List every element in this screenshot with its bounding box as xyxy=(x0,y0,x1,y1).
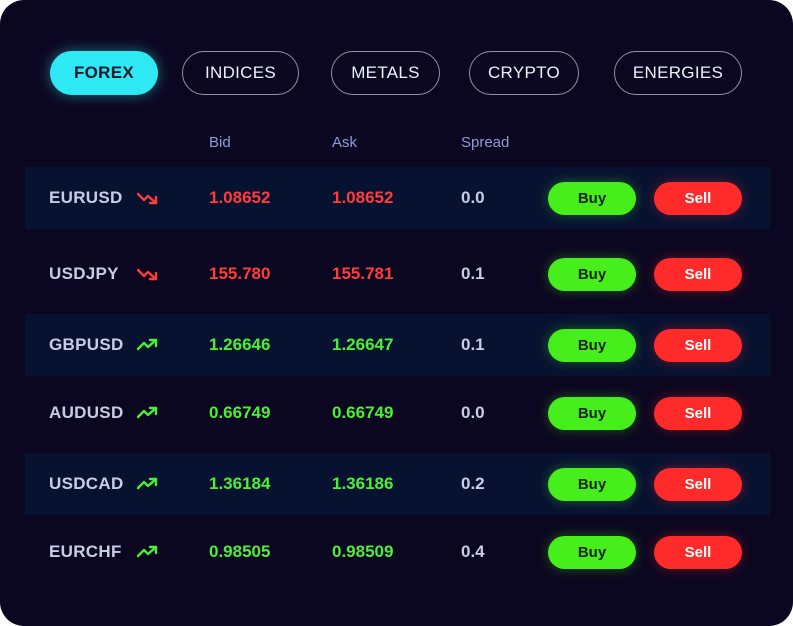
instrument-symbol: EURUSD xyxy=(49,188,123,207)
bid-price: 155.780 xyxy=(209,264,271,283)
spread-value: 0.1 xyxy=(461,335,485,354)
ask-price: 155.781 xyxy=(332,264,394,283)
ask-price: 1.36186 xyxy=(332,474,394,493)
instrument-symbol: USDJPY xyxy=(49,264,119,283)
trend-up-icon xyxy=(137,406,158,419)
instrument-symbol: EURCHF xyxy=(49,542,122,561)
bid-price: 1.26646 xyxy=(209,335,271,354)
instrument-symbol: AUDUSD xyxy=(49,403,124,422)
column-header-spread: Spread xyxy=(461,134,510,151)
bid-price: 1.36184 xyxy=(209,474,271,493)
sell-button[interactable]: Sell xyxy=(654,536,742,569)
ask-price: 0.66749 xyxy=(332,403,394,422)
instrument-symbol: GBPUSD xyxy=(49,335,124,354)
sell-button[interactable]: Sell xyxy=(654,468,742,501)
quote-row-eurchf: EURCHF 0.98505 0.98509 0.4 Buy Sell xyxy=(25,521,770,583)
quote-row-eurusd: EURUSD 1.08652 1.08652 0.0 Buy Sell xyxy=(25,167,770,229)
market-tabs: FOREX INDICES METALS CRYPTO ENERGIES xyxy=(0,51,793,95)
buy-button[interactable]: Buy xyxy=(548,468,636,501)
ask-price: 0.98509 xyxy=(332,542,394,561)
trend-down-icon xyxy=(137,192,158,205)
column-headers: Bid Ask Spread xyxy=(0,134,793,154)
spread-value: 0.1 xyxy=(461,264,485,283)
ask-price: 1.08652 xyxy=(332,188,394,207)
bid-price: 0.98505 xyxy=(209,542,271,561)
trend-up-icon xyxy=(137,338,158,351)
ask-price: 1.26647 xyxy=(332,335,394,354)
spread-value: 0.4 xyxy=(461,542,485,561)
sell-button[interactable]: Sell xyxy=(654,329,742,362)
trend-down-icon xyxy=(137,268,158,281)
buy-button[interactable]: Buy xyxy=(548,182,636,215)
quote-row-usdcad: USDCAD 1.36184 1.36186 0.2 Buy Sell xyxy=(25,453,770,515)
quote-row-gbpusd: GBPUSD 1.26646 1.26647 0.1 Buy Sell xyxy=(25,314,770,376)
column-header-bid: Bid xyxy=(209,134,231,151)
spread-value: 0.2 xyxy=(461,474,485,493)
trend-up-icon xyxy=(137,545,158,558)
quote-row-audusd: AUDUSD 0.66749 0.66749 0.0 Buy Sell xyxy=(25,382,770,444)
buy-button[interactable]: Buy xyxy=(548,258,636,291)
spread-value: 0.0 xyxy=(461,403,485,422)
bid-price: 0.66749 xyxy=(209,403,271,422)
tab-forex[interactable]: FOREX xyxy=(50,51,158,95)
tab-indices[interactable]: INDICES xyxy=(182,51,299,95)
tab-energies[interactable]: ENERGIES xyxy=(614,51,742,95)
column-header-ask: Ask xyxy=(332,134,358,151)
sell-button[interactable]: Sell xyxy=(654,397,742,430)
spread-value: 0.0 xyxy=(461,188,485,207)
quote-row-usdjpy: USDJPY 155.780 155.781 0.1 Buy Sell xyxy=(25,243,770,305)
buy-button[interactable]: Buy xyxy=(548,397,636,430)
tab-metals[interactable]: METALS xyxy=(331,51,440,95)
instrument-symbol: USDCAD xyxy=(49,474,124,493)
tab-crypto[interactable]: CRYPTO xyxy=(469,51,579,95)
trend-up-icon xyxy=(137,477,158,490)
sell-button[interactable]: Sell xyxy=(654,182,742,215)
buy-button[interactable]: Buy xyxy=(548,329,636,362)
buy-button[interactable]: Buy xyxy=(548,536,636,569)
sell-button[interactable]: Sell xyxy=(654,258,742,291)
bid-price: 1.08652 xyxy=(209,188,271,207)
